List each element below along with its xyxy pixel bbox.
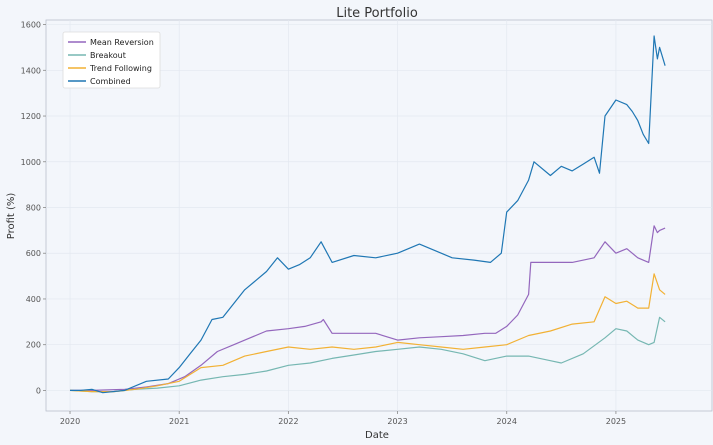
x-tick-label: 2025 bbox=[606, 417, 626, 426]
y-tick-label: 1200 bbox=[21, 112, 41, 121]
x-tick-label: 2020 bbox=[60, 417, 80, 426]
series-line-mean-reversion bbox=[70, 225, 666, 391]
legend-label-breakout: Breakout bbox=[90, 51, 126, 60]
legend-label-combined: Combined bbox=[90, 77, 131, 86]
y-axis-ticks: 0 200 400 600 800 1000 1200 1400 1600 bbox=[21, 21, 46, 395]
series-line-breakout bbox=[69, 316, 666, 393]
x-axis-ticks: 2020 2021 2022 2023 2024 2025 bbox=[60, 411, 626, 426]
x-axis-title: Date bbox=[365, 430, 389, 441]
x-tick-label: 2024 bbox=[497, 417, 517, 426]
y-tick-label: 400 bbox=[26, 295, 41, 304]
y-tick-label: 200 bbox=[26, 341, 41, 350]
y-tick-label: 800 bbox=[26, 203, 41, 212]
chart-title: Lite Portfolio bbox=[336, 6, 418, 21]
series-line-combined bbox=[70, 35, 666, 394]
legend: Mean Reversion Breakout Trend Following … bbox=[62, 31, 161, 89]
legend-box bbox=[62, 31, 161, 89]
y-axis-title: Profit (%) bbox=[6, 193, 17, 240]
series-line-trend-following bbox=[69, 273, 666, 393]
y-tick-label: 600 bbox=[26, 249, 41, 258]
series-layer bbox=[69, 35, 666, 394]
legend-label-mean-reversion: Mean Reversion bbox=[90, 38, 154, 47]
x-tick-label: 2021 bbox=[169, 417, 189, 426]
y-tick-label: 0 bbox=[36, 386, 41, 395]
x-tick-label: 2022 bbox=[278, 417, 298, 426]
y-tick-label: 1000 bbox=[21, 158, 41, 167]
y-tick-label: 1400 bbox=[21, 66, 41, 75]
x-tick-label: 2023 bbox=[387, 417, 407, 426]
y-tick-label: 1600 bbox=[21, 21, 41, 30]
legend-label-trend-following: Trend Following bbox=[89, 64, 152, 73]
